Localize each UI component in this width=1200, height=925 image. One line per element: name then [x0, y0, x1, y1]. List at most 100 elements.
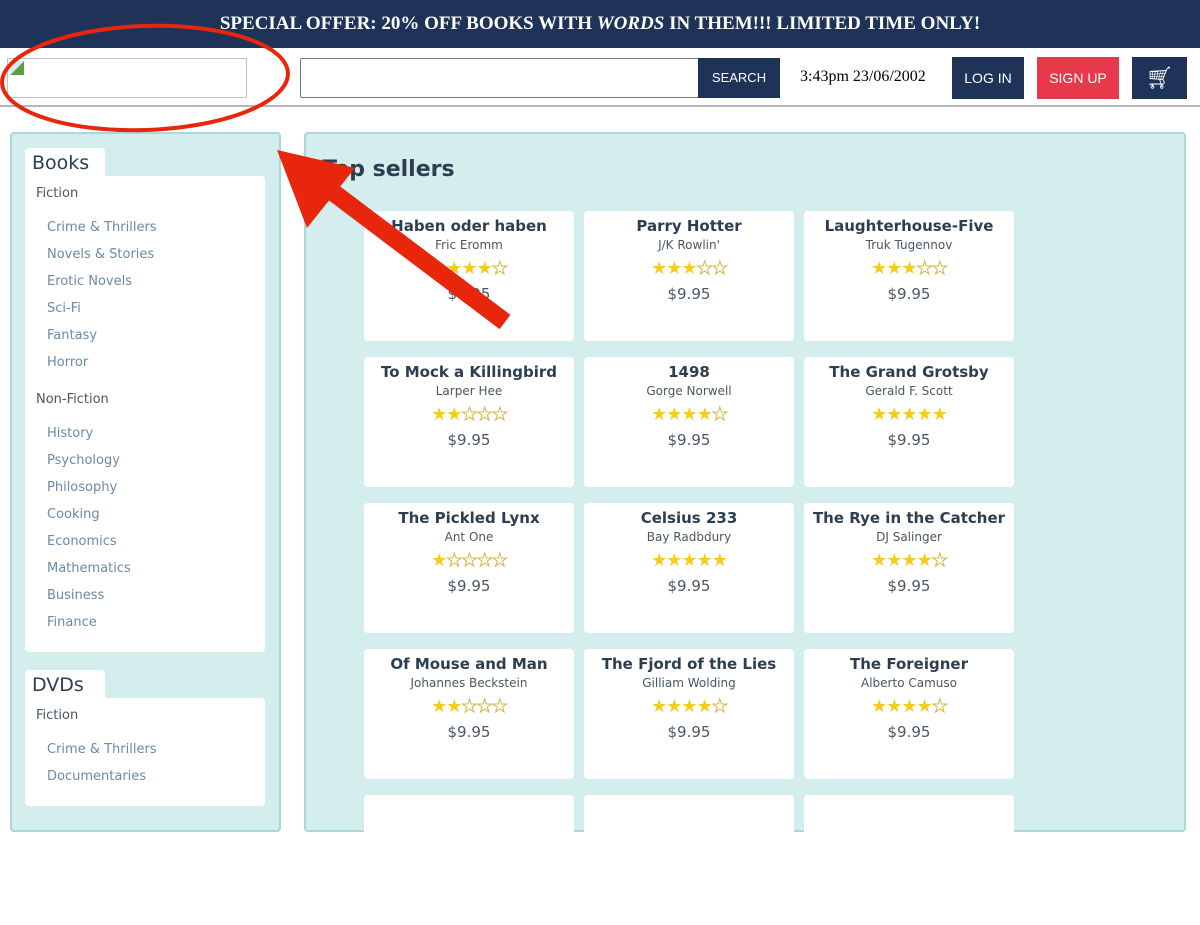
star-filled-icon: ★: [431, 696, 447, 717]
sidebar-item[interactable]: Fantasy: [47, 328, 98, 343]
product-card[interactable]: Laughterhouse-Five Truk Tugennov ★★★★★ $9.9…: [804, 211, 1014, 341]
star-filled-icon: ★: [446, 696, 462, 717]
star-filled-icon: ★: [871, 404, 887, 425]
star-filled-icon: ★: [886, 404, 902, 425]
product-title[interactable]: The Fjord of the Lies: [601, 655, 777, 673]
product-author: Ant One: [444, 530, 494, 544]
product-title[interactable]: To Mock a Killingbird: [380, 363, 558, 381]
cart-button[interactable]: 🛒︎: [1132, 57, 1187, 99]
product-author: DJ Salinger: [876, 530, 942, 544]
star-empty-icon: ★: [446, 550, 463, 572]
star-filled-icon: ★: [916, 404, 933, 425]
product-author: J/K Rowlin': [658, 238, 720, 252]
star-filled-icon: ★: [666, 696, 682, 717]
login-button[interactable]: LOG IN: [952, 57, 1024, 99]
product-title[interactable]: The Rye in the Catcher: [812, 509, 1006, 527]
page-title: Top sellers: [322, 157, 455, 182]
sidebar-item[interactable]: Horror: [47, 355, 89, 370]
product-card[interactable]: [364, 795, 574, 925]
signup-button[interactable]: SIGN UP: [1037, 57, 1119, 99]
star-rating: ★★★★★: [364, 404, 574, 426]
star-filled-icon: ★: [681, 258, 697, 279]
star-rating: ★★★★★: [804, 258, 1014, 280]
sidebar-item[interactable]: Crime & Thrillers: [47, 220, 157, 235]
sidebar-item[interactable]: Crime & Thrillers: [47, 742, 157, 757]
spacer: [36, 735, 254, 742]
product-title[interactable]: The Foreigner: [850, 655, 968, 673]
broken-logo-image[interactable]: [7, 58, 247, 98]
sidebar-item[interactable]: Mathematics: [47, 561, 131, 576]
search-button[interactable]: SEARCH: [698, 58, 780, 98]
star-empty-icon: ★: [461, 696, 478, 718]
star-empty-icon: ★: [491, 404, 508, 426]
product-title[interactable]: Haben oder haben: [391, 217, 547, 235]
datetime: 3:43pm 23/06/2002: [800, 68, 926, 85]
product-card[interactable]: The Pickled Lynx Ant One ★★★★★ $9.95: [364, 503, 574, 633]
star-rating: ★★★★★: [364, 258, 574, 280]
sidebar-item[interactable]: Documentaries: [47, 769, 147, 784]
star-filled-icon: ★: [886, 258, 902, 279]
product-title[interactable]: Celsius 233: [640, 509, 738, 527]
product-price: $9.95: [447, 723, 491, 741]
star-filled-icon: ★: [901, 404, 917, 425]
product-price: $9.95: [447, 431, 491, 449]
star-empty-icon: ★: [461, 550, 478, 572]
star-filled-icon: ★: [901, 696, 917, 717]
product-author: Gorge Norwell: [646, 384, 732, 398]
product-card[interactable]: The Foreigner Alberto Camuso ★★★★★ $9.95: [804, 649, 1014, 779]
product-card[interactable]: Celsius 233 Bay Radbdury ★★★★★ $9.95: [584, 503, 794, 633]
sidebar-section-heading: Fiction: [36, 186, 79, 201]
banner-italic: WORDS: [596, 13, 665, 34]
sidebar-item[interactable]: Sci-Fi: [47, 301, 81, 316]
star-empty-icon: ★: [491, 258, 508, 280]
star-empty-icon: ★: [476, 550, 493, 572]
star-filled-icon: ★: [901, 258, 917, 279]
sidebar-item[interactable]: Philosophy: [47, 480, 118, 495]
star-empty-icon: ★: [931, 696, 948, 718]
star-empty-icon: ★: [476, 404, 493, 426]
star-filled-icon: ★: [446, 404, 462, 425]
star-rating: ★★★★★: [804, 404, 1014, 425]
star-filled-icon: ★: [711, 550, 728, 571]
product-card[interactable]: The Fjord of the Lies Gilliam Wolding ★★★★…: [584, 649, 794, 779]
star-filled-icon: ★: [696, 696, 713, 717]
star-filled-icon: ★: [696, 550, 713, 571]
banner-text: SPECIAL OFFER: 20% OFF BOOKS WITH: [219, 13, 597, 34]
star-empty-icon: ★: [711, 696, 728, 718]
product-card[interactable]: The Rye in the Catcher DJ Salinger ★★★★★ $9…: [804, 503, 1014, 633]
search-input[interactable]: [300, 58, 699, 98]
sidebar-item[interactable]: Novels & Stories: [47, 247, 155, 262]
product-card[interactable]: Parry Hotter J/K Rowlin' ★★★★★ $9.95: [584, 211, 794, 341]
product-title[interactable]: The Grand Grotsby: [829, 363, 989, 381]
star-rating: ★★★★★: [584, 404, 794, 426]
star-rating: ★★★★★: [584, 550, 794, 571]
product-title[interactable]: Of Mouse and Man: [390, 655, 548, 673]
sidebar-item[interactable]: Finance: [47, 615, 97, 630]
star-rating: ★★★★★: [364, 696, 574, 718]
product-price: $9.95: [447, 285, 491, 303]
product-card[interactable]: [804, 795, 1014, 925]
product-card[interactable]: Haben oder haben Fric Eromm ★★★★★ $9.95: [364, 211, 574, 341]
sidebar-item[interactable]: Psychology: [47, 453, 120, 468]
star-filled-icon: ★: [871, 258, 887, 279]
product-title[interactable]: Parry Hotter: [636, 217, 742, 235]
star-rating: ★★★★★: [804, 550, 1014, 572]
product-author: Gilliam Wolding: [642, 676, 736, 690]
product-card[interactable]: Of Mouse and Man Johannes Beckstein ★★★★★ $…: [364, 649, 574, 779]
sidebar-item[interactable]: History: [47, 426, 94, 441]
product-card[interactable]: To Mock a Killingbird Larper Hee ★★★★★ $9.9…: [364, 357, 574, 487]
sidebar-item[interactable]: Economics: [47, 534, 117, 549]
star-filled-icon: ★: [651, 258, 667, 279]
product-card[interactable]: 1498 Gorge Norwell ★★★★★ $9.95: [584, 357, 794, 487]
product-title[interactable]: Laughterhouse-Five: [824, 217, 994, 235]
product-title[interactable]: The Pickled Lynx: [398, 509, 540, 527]
star-filled-icon: ★: [886, 550, 902, 571]
star-filled-icon: ★: [651, 404, 667, 425]
sidebar-item[interactable]: Erotic Novels: [47, 274, 132, 289]
product-card[interactable]: The Grand Grotsby Gerald F. Scott ★★★★★ $9.…: [804, 357, 1014, 487]
sidebar-item[interactable]: Business: [47, 588, 105, 603]
product-title[interactable]: 1498: [668, 363, 710, 381]
product-card[interactable]: [584, 795, 794, 925]
product-author: Fric Eromm: [435, 238, 503, 252]
sidebar-item[interactable]: Cooking: [47, 507, 100, 522]
